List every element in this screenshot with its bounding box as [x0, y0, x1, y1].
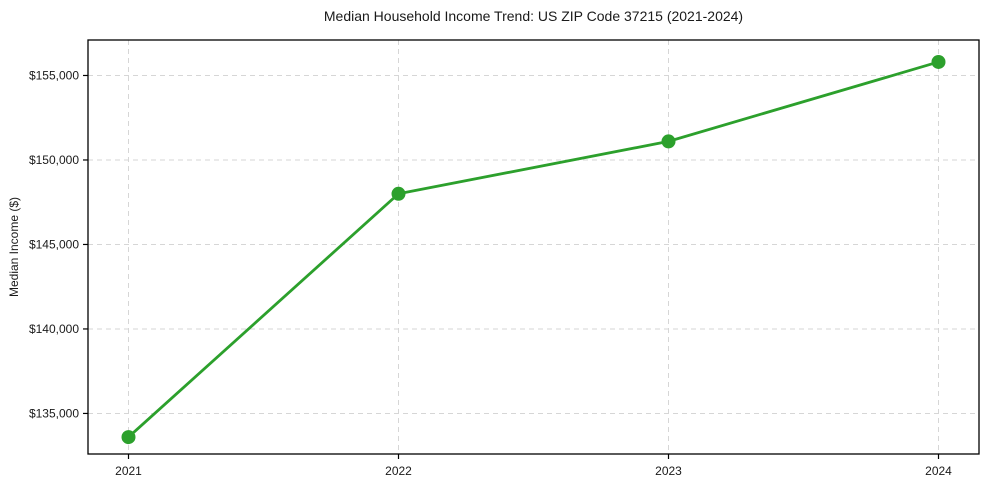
x-tick-label: 2023	[655, 464, 682, 478]
axes-frame	[87, 39, 980, 455]
chart-title: Median Household Income Trend: US ZIP Co…	[323, 8, 744, 24]
y-tick-label: $150,000	[29, 153, 79, 167]
data-point-marker	[121, 430, 136, 445]
y-tick-label: $135,000	[29, 406, 79, 420]
x-tick-label: 2024	[925, 464, 952, 478]
y-tick-label: $155,000	[29, 68, 79, 82]
income-trend-line	[127, 60, 940, 439]
y-tick-label: $145,000	[29, 237, 79, 251]
x-tick-label: 2021	[115, 464, 142, 478]
x-tick-label: 2022	[385, 464, 412, 478]
data-point-marker	[391, 186, 406, 201]
data-point-marker	[931, 54, 946, 69]
y-tick-label: $140,000	[29, 322, 79, 336]
data-point-marker	[661, 134, 676, 149]
